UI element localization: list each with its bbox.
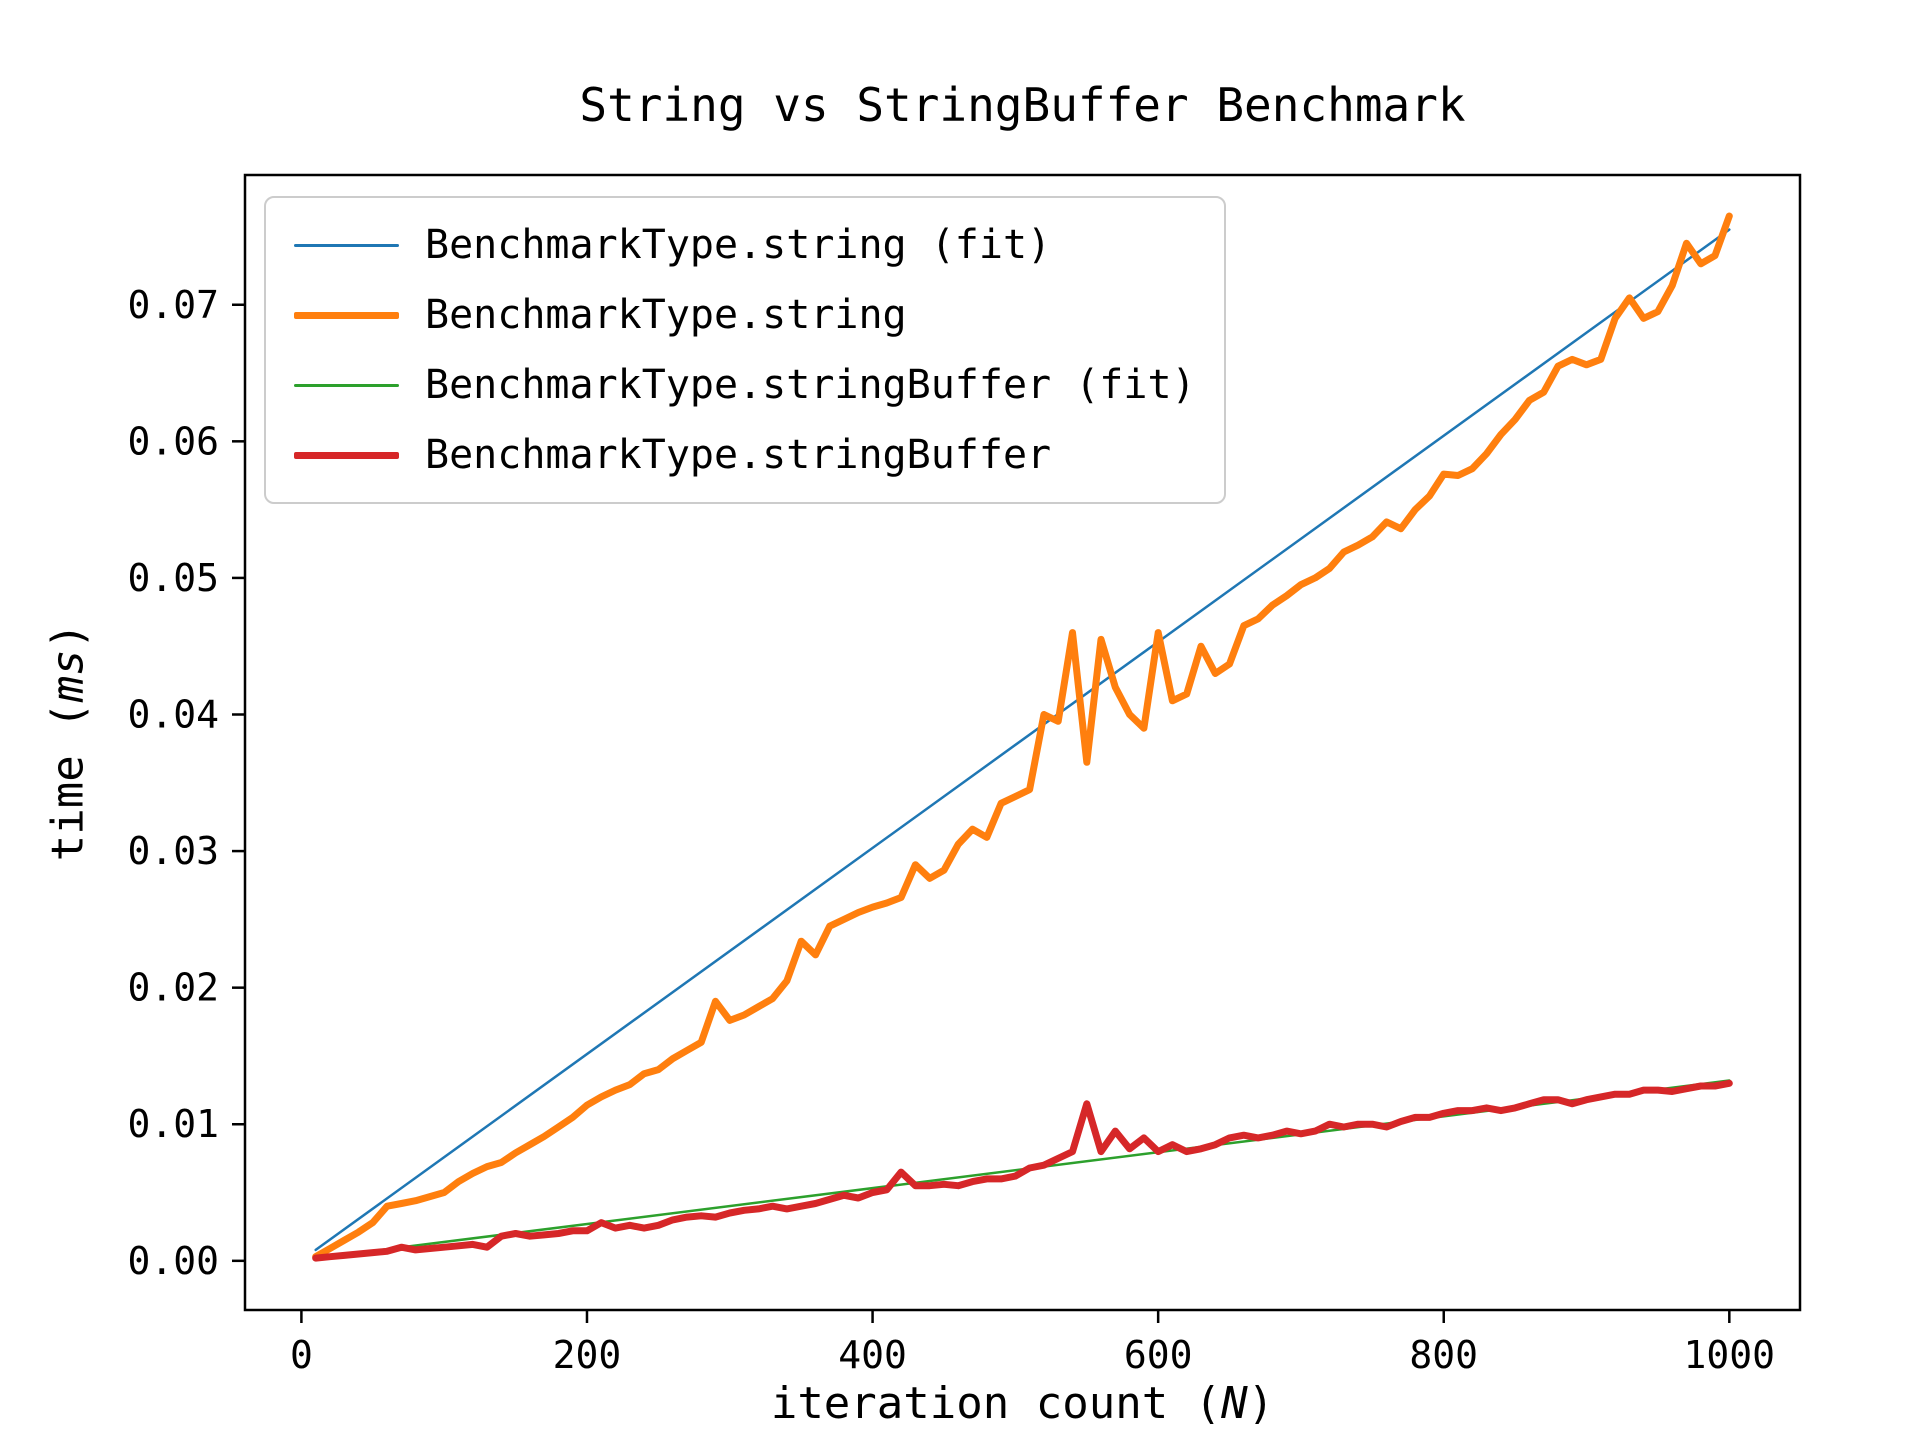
legend-line-string-fit: [294, 243, 399, 247]
chart-title: String vs StringBuffer Benchmark: [579, 78, 1466, 132]
plot-border: [243, 173, 1802, 1312]
x-axis-label-suffix: ): [1247, 1378, 1275, 1429]
series-line-3: [312, 1079, 1733, 1262]
series-line-1: [312, 212, 1733, 1261]
legend-line-stringbuffer: [294, 451, 399, 459]
x-axis-label-italic: N: [1221, 1378, 1248, 1429]
legend-label-string: BenchmarkType.string: [425, 292, 907, 338]
legend-item-stringbuffer: BenchmarkType.stringBuffer: [294, 430, 1196, 480]
legend-line-stringbuffer-fit: [294, 383, 399, 387]
y-axis-label-prefix: time (: [42, 702, 94, 862]
y-tick-label: 0.02: [127, 966, 219, 1010]
legend-label-stringbuffer-fit: BenchmarkType.stringBuffer (fit): [425, 362, 1196, 408]
y-tick-label: 0.06: [127, 419, 219, 463]
y-tick-label: 0.03: [127, 829, 219, 873]
x-tick-label: 200: [553, 1333, 622, 1377]
x-tick-label: 800: [1409, 1333, 1478, 1377]
x-tick-label: 400: [838, 1333, 907, 1377]
x-axis-label: iteration count (N): [245, 1378, 1800, 1429]
series-line-0: [314, 228, 1731, 1252]
x-axis-label-prefix: iteration count (: [770, 1378, 1222, 1429]
y-tick-label: 0.04: [127, 693, 219, 737]
y-axis-label-suffix: ): [42, 622, 94, 650]
y-tick-label: 0.05: [127, 556, 219, 600]
x-tick-label: 1000: [1684, 1333, 1776, 1377]
legend-label-stringbuffer: BenchmarkType.stringBuffer: [425, 432, 1052, 478]
y-tick-label: 0.00: [127, 1239, 219, 1283]
x-tick-label: 600: [1124, 1333, 1193, 1377]
x-tick-label: 0: [290, 1333, 313, 1377]
legend-item-string-fit: BenchmarkType.string (fit): [294, 220, 1196, 270]
y-tick-label: 0.07: [127, 283, 219, 327]
legend-label-string-fit: BenchmarkType.string (fit): [425, 222, 1052, 268]
legend-item-stringbuffer-fit: BenchmarkType.stringBuffer (fit): [294, 360, 1196, 410]
legend-item-string: BenchmarkType.string: [294, 290, 1196, 340]
y-axis-label: time (ms): [43, 623, 94, 861]
legend-line-string: [294, 311, 399, 319]
legend: BenchmarkType.string (fit) BenchmarkType…: [264, 196, 1226, 504]
y-axis-label-italic: ms: [42, 649, 94, 703]
y-tick-label: 0.01: [127, 1102, 219, 1146]
